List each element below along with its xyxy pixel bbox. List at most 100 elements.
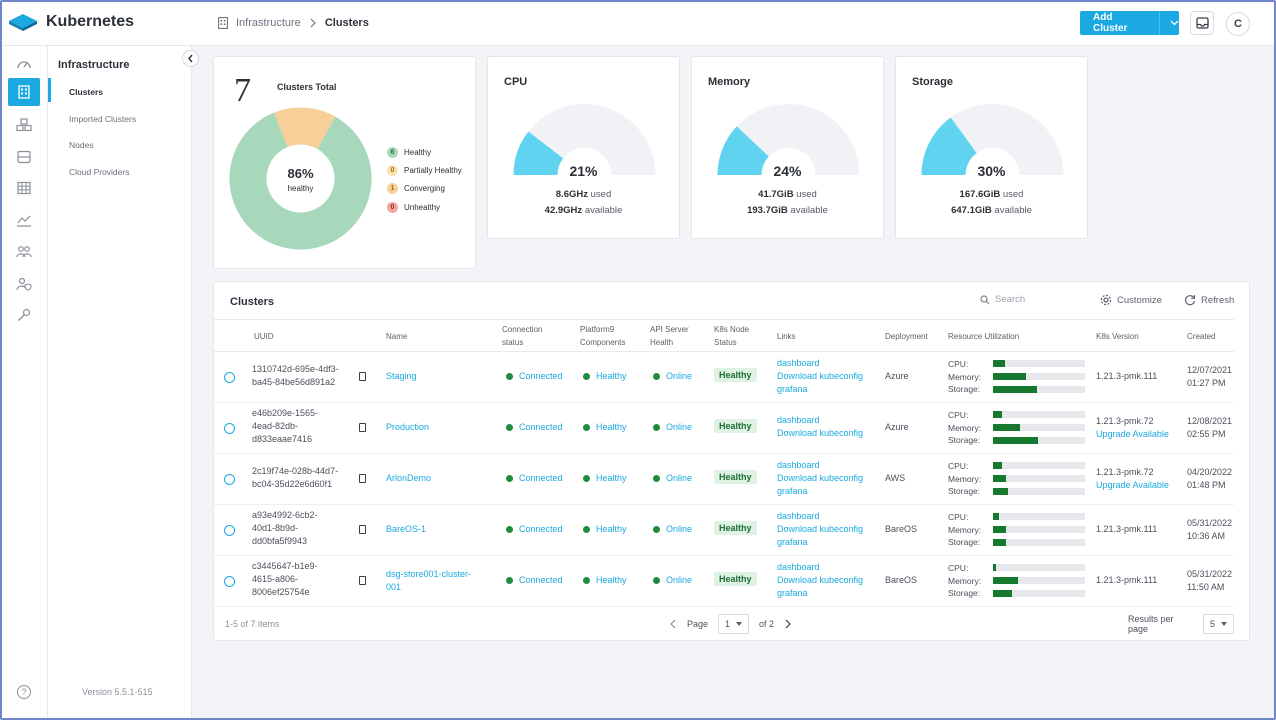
- cluster-name-link[interactable]: BareOS-1: [386, 523, 426, 536]
- page-select[interactable]: 1: [718, 614, 750, 634]
- download-kubeconfig-link[interactable]: Download kubeconfig: [777, 575, 864, 585]
- per-page-select[interactable]: 5: [1202, 614, 1234, 634]
- memory-bar: [993, 475, 1085, 482]
- table-row[interactable]: 1310742d-695e-4df3- ba45-84be56d891a2 Stag…: [214, 352, 1234, 403]
- dashboard-link[interactable]: dashboard: [777, 415, 820, 425]
- rail-infrastructure[interactable]: [8, 78, 40, 106]
- download-kubeconfig-link[interactable]: Download kubeconfig: [777, 524, 864, 534]
- app-logo[interactable]: Kubernetes: [8, 12, 134, 32]
- node-status-badge: Healthy: [714, 470, 757, 484]
- copy-icon[interactable]: [359, 474, 366, 483]
- rail-apps[interactable]: [8, 111, 40, 139]
- storage-bar: [993, 539, 1085, 546]
- dashboard-link[interactable]: dashboard: [777, 460, 820, 470]
- col-created[interactable]: Created: [1187, 332, 1216, 341]
- table-row[interactable]: a93e4992-6cb2- 40d1-8b9d-dd0bfa5f9943 Bare…: [214, 505, 1234, 556]
- connection-status: Connected: [506, 422, 563, 432]
- refresh-button[interactable]: Refresh: [1184, 294, 1234, 306]
- grafana-link[interactable]: grafana: [777, 486, 808, 496]
- cluster-name-link[interactable]: dsg-store001-cluster- 001: [386, 568, 471, 594]
- available-value: 647.1GiB: [951, 205, 992, 216]
- subnav-item-nodes[interactable]: Nodes: [69, 140, 94, 150]
- upgrade-available-link[interactable]: Upgrade Available: [1096, 429, 1169, 439]
- col-deployment[interactable]: Deployment: [885, 332, 928, 341]
- api-text: Online: [666, 371, 693, 381]
- cluster-name-link[interactable]: ArlonDemo: [386, 472, 431, 485]
- grafana-link[interactable]: grafana: [777, 537, 808, 547]
- row-select-radio[interactable]: [224, 576, 235, 587]
- col-k8s-version[interactable]: K8s Version: [1096, 332, 1139, 341]
- customize-button[interactable]: Customize: [1100, 294, 1162, 306]
- rail-keys[interactable]: [8, 301, 40, 329]
- col-links[interactable]: Links: [777, 332, 796, 341]
- rail-dashboard[interactable]: [8, 50, 40, 78]
- wrench-icon: [18, 308, 31, 321]
- download-kubeconfig-link[interactable]: Download kubeconfig: [777, 473, 864, 483]
- dashboard-link[interactable]: dashboard: [777, 562, 820, 572]
- collapse-sidebar-button[interactable]: [182, 50, 199, 67]
- cpu-bar: [993, 360, 1085, 367]
- copy-icon[interactable]: [359, 525, 366, 534]
- dashboard-link[interactable]: dashboard: [777, 358, 820, 368]
- col-name[interactable]: Name: [386, 332, 408, 341]
- subnav-item-clusters[interactable]: Clusters: [69, 87, 104, 97]
- name-line: Staging: [386, 371, 417, 381]
- rail-monitoring[interactable]: [8, 206, 40, 234]
- api-text: Online: [666, 422, 693, 432]
- download-kubeconfig-link[interactable]: Download kubeconfig: [777, 428, 864, 438]
- col-api-server[interactable]: API Server Health: [650, 323, 689, 349]
- per-page-value: 5: [1209, 619, 1215, 629]
- col-resource[interactable]: Resource Utilization: [948, 332, 1020, 341]
- dashboard-link[interactable]: dashboard: [777, 511, 820, 521]
- cluster-name-link[interactable]: Staging: [386, 370, 417, 383]
- col-platform[interactable]: Platform9 Components: [580, 323, 625, 349]
- search-input[interactable]: Search: [980, 294, 1025, 305]
- table-row[interactable]: 2c19f74e-028b-44d7- bc04-35d22e6d60f1 Arlo…: [214, 454, 1234, 505]
- name-line: Production: [386, 422, 430, 432]
- row-select-radio[interactable]: [224, 525, 235, 536]
- gauge-available: 647.1GiB available: [896, 205, 1087, 216]
- upgrade-available-link[interactable]: Upgrade Available: [1096, 480, 1169, 490]
- user-avatar[interactable]: C: [1226, 12, 1250, 36]
- row-select-radio[interactable]: [224, 474, 235, 485]
- rail-grid[interactable]: [8, 174, 40, 202]
- row-select-radio[interactable]: [224, 372, 235, 383]
- table-row[interactable]: e46b209e-1565- 4ead-82db-d833eaae7416 Prod…: [214, 403, 1234, 454]
- rail-storage[interactable]: [8, 143, 40, 171]
- col-connection[interactable]: Connection status: [502, 323, 542, 349]
- table-row[interactable]: c3445647-b1e9- 4615-a806- 8006ef25754e dsg-…: [214, 556, 1234, 607]
- cluster-name-link[interactable]: Production: [386, 421, 429, 434]
- col-uuid[interactable]: UUID: [254, 332, 274, 341]
- row-select-radio[interactable]: [224, 423, 235, 434]
- breadcrumb-parent[interactable]: Infrastructure: [236, 17, 301, 29]
- copy-icon[interactable]: [359, 372, 366, 381]
- rail-users[interactable]: [8, 238, 40, 266]
- storage-label: Storage:: [948, 486, 981, 496]
- copy-icon[interactable]: [359, 423, 366, 432]
- top-bar: Kubernetes Infrastructure Clusters Add C…: [0, 0, 1276, 46]
- clusters-table-card: Clusters Search Customize Refresh UUID N…: [213, 281, 1250, 641]
- col-k8s-node[interactable]: K8s Node Status: [714, 323, 749, 349]
- download-kubeconfig-link[interactable]: Download kubeconfig: [777, 371, 864, 381]
- tray-button[interactable]: [1190, 11, 1214, 35]
- rail-access[interactable]: [8, 270, 40, 298]
- col-api-line-1: API Server: [650, 325, 689, 334]
- chevron-down-icon: [1170, 20, 1179, 26]
- chevron-left-icon[interactable]: [669, 619, 677, 629]
- help-icon[interactable]: ?: [17, 685, 31, 699]
- subnav-item-imported-clusters[interactable]: Imported Clusters: [69, 114, 137, 124]
- k8s-version-cell: 1.21.3-pmk.111: [1096, 574, 1157, 587]
- memory-bar: [993, 373, 1085, 380]
- chevron-right-icon[interactable]: [784, 619, 792, 629]
- grafana-link[interactable]: grafana: [777, 384, 808, 394]
- uuid-line: 8006ef25754e: [252, 587, 310, 597]
- add-cluster-button[interactable]: Add Cluster: [1080, 11, 1179, 35]
- gauge-available: 42.9GHz available: [488, 205, 679, 216]
- platform-text: Healthy: [596, 473, 627, 483]
- copy-icon[interactable]: [359, 576, 366, 585]
- subnav-item-cloud-providers[interactable]: Cloud Providers: [69, 167, 130, 177]
- links-cell: dashboard Download kubeconfig: [777, 414, 863, 440]
- created-date: 05/31/2022: [1187, 569, 1233, 579]
- grafana-link[interactable]: grafana: [777, 588, 808, 598]
